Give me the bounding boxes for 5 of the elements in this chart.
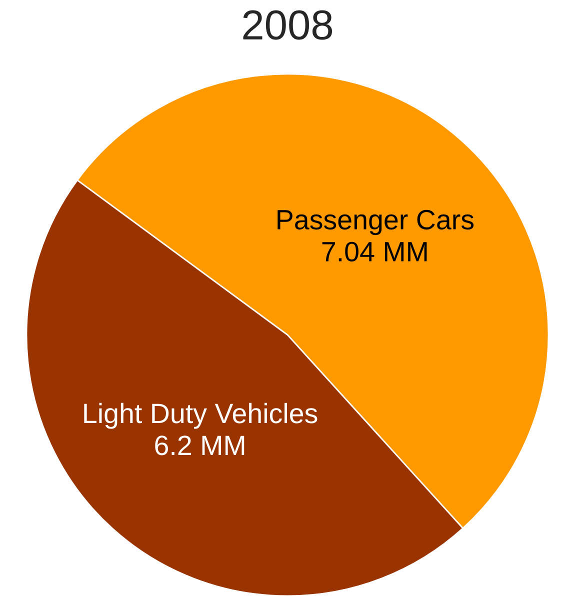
slice-label: Passenger Cars — [278, 210, 474, 236]
slice-label: Light Duty Vehicles — [84, 402, 318, 429]
data-label: 6.2 MM — [155, 436, 244, 456]
chart-title: 2008 — [243, 10, 332, 40]
data-label: 7.04 MM — [322, 242, 427, 262]
